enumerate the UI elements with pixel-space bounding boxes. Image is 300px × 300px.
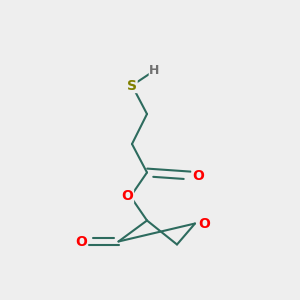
Text: S: S — [127, 79, 137, 92]
Text: O: O — [122, 190, 134, 203]
Text: O: O — [75, 235, 87, 248]
Text: H: H — [149, 64, 160, 77]
Text: O: O — [198, 217, 210, 230]
Text: O: O — [192, 169, 204, 182]
